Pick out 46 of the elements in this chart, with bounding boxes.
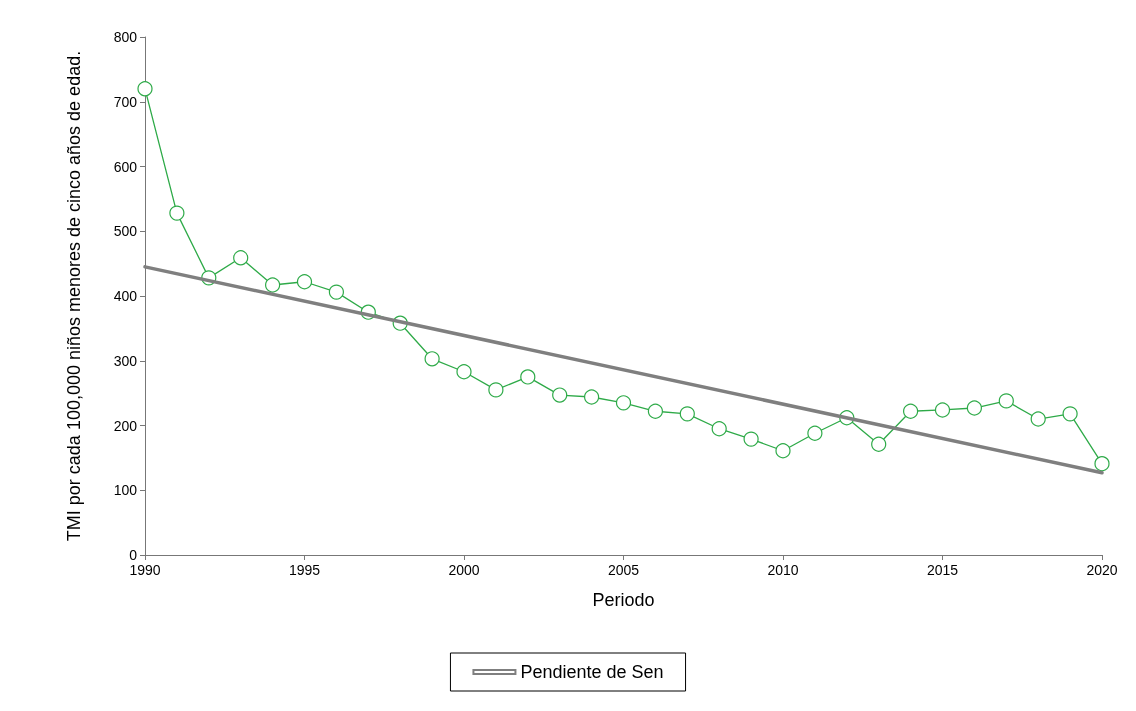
x-tick-label: 2015 — [926, 562, 959, 578]
point — [520, 369, 536, 385]
point — [584, 389, 600, 405]
point — [137, 81, 153, 97]
y-tick-label: 600 — [113, 158, 138, 175]
point — [775, 443, 791, 459]
point — [1062, 406, 1078, 422]
point — [743, 431, 759, 447]
point — [1030, 411, 1046, 427]
y-tick-label: 700 — [113, 93, 138, 110]
y-tick-label: 0 — [129, 547, 138, 563]
y-axis-title: TMI por cada 100,000 niños menores de cinco años de edad. — [64, 50, 84, 542]
y-tick-label: 400 — [113, 288, 138, 304]
point — [296, 274, 313, 290]
legend-label: Pendiente de Sen — [520, 662, 664, 682]
point — [679, 406, 695, 422]
point — [169, 205, 185, 221]
y-tick-label: 300 — [113, 352, 138, 369]
point — [647, 403, 663, 419]
x-axis-title: Periodo — [592, 590, 655, 610]
point — [903, 403, 919, 419]
point — [966, 400, 982, 416]
x-tick-label: 2005 — [607, 562, 640, 578]
x-tick-label: 2000 — [448, 562, 480, 578]
x-tick-label: 1990 — [129, 562, 161, 578]
point — [615, 395, 632, 411]
point — [233, 250, 249, 266]
point — [424, 351, 440, 367]
point — [265, 277, 281, 293]
point — [998, 393, 1014, 409]
x-tick-label: 1995 — [288, 562, 321, 578]
point — [1094, 456, 1110, 472]
point — [488, 382, 504, 398]
point — [871, 436, 887, 452]
x-tick-label: 2010 — [767, 562, 799, 578]
y-tick-label: 100 — [113, 482, 138, 499]
x-tick-label: 2020 — [1086, 562, 1118, 578]
y-tick-label: 500 — [113, 223, 138, 240]
y-tick-label: 800 — [113, 29, 138, 45]
y-tick-label: 200 — [113, 417, 138, 434]
point — [328, 284, 344, 300]
point — [456, 364, 472, 380]
point — [934, 402, 951, 418]
point — [552, 387, 568, 403]
point — [807, 425, 823, 441]
point — [711, 421, 727, 437]
